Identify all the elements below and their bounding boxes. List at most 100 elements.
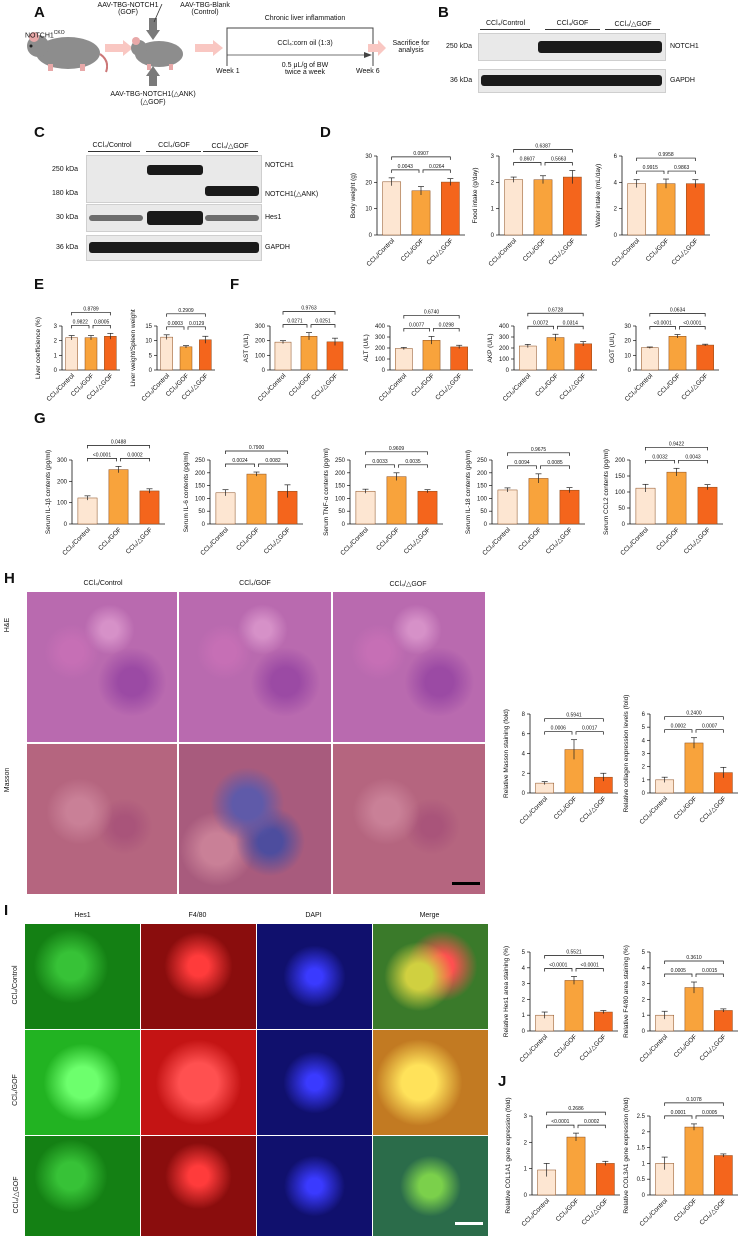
x-tick-label: CCl₄/Control <box>140 372 171 403</box>
panel-label-d: D <box>320 124 331 141</box>
chart-tnfa: 0 50 100 150 200 250 Serum TNF-α contents (pg/… <box>323 446 443 557</box>
y-tick-label: 1 <box>642 1161 646 1167</box>
y-tick-label: 8 <box>522 712 526 718</box>
bar <box>635 487 656 525</box>
bar <box>139 490 160 525</box>
y-tick-label: 300 <box>375 335 386 341</box>
sig-bracket-bc-label: <0.0001 <box>581 962 599 968</box>
chart-col3a1: 0 0.5 1 1.5 2 2.5 Relative COL3A1 gene express… <box>623 1097 738 1228</box>
y-tick-label: 150 <box>195 484 206 490</box>
x-tick-label: CCl₄/GOF <box>288 372 314 398</box>
if-col-2: DAPI <box>305 912 322 919</box>
x-tick-label: CCl₄/△GOF <box>698 1197 727 1226</box>
dank-vector-label: AAV-TBG-NOTCH1(△ANK) (△GOF) <box>110 91 196 106</box>
sig-bracket-ac <box>664 1102 724 1106</box>
y-tick-label: 10 <box>145 339 152 345</box>
chart-alt: 0 100 200 300 400 ALT (U/L) CCl₄/Control CCl₄/G… <box>363 309 473 403</box>
y-tick-label: 0 <box>614 233 618 239</box>
y-tick-label: 300 <box>57 458 68 464</box>
bar <box>685 183 705 236</box>
bar <box>326 341 344 371</box>
sig-bracket-ab-label: 0.0094 <box>514 460 530 466</box>
sig-bracket-bc <box>695 729 724 733</box>
y-tick-label: 100 <box>335 496 346 502</box>
bar <box>355 490 376 525</box>
x-tick-label: CCl₄/△GOF <box>698 1033 727 1062</box>
sig-bracket-ab <box>225 463 255 468</box>
sig-bracket-bc-label: 0.0002 <box>584 1119 600 1125</box>
sig-bracket-bc-label: 0.0314 <box>563 320 579 326</box>
sig-bracket-ab-label: 0.0077 <box>409 322 425 328</box>
sig-bracket-ac <box>664 960 724 965</box>
y-tick-label: 50 <box>338 509 345 515</box>
sig-bracket-bc-label: 0.0017 <box>582 726 598 732</box>
sig-bracket-ab-label: <0.0001 <box>551 1119 569 1125</box>
sig-bracket-ab-label: 0.0001 <box>671 1110 687 1116</box>
sig-bracket-ab <box>391 169 420 173</box>
if-f480-dgof <box>141 1136 256 1236</box>
y-axis-label: Serum IL-18 contents (pg/ml) <box>465 450 472 534</box>
chart-ast: 0 100 200 300 AST (U/L) CCl₄/Control CCl₄/GOFC… <box>243 306 348 403</box>
sig-bracket-ac <box>225 450 288 455</box>
sig-bracket-ac-label: 0.0634 <box>670 308 686 314</box>
blot-b-name-0: NOTCH1 <box>670 43 699 50</box>
if-dapi-gof <box>257 1030 372 1135</box>
sig-bracket-ac-label: 0.2400 <box>686 711 702 717</box>
bar <box>417 490 438 525</box>
bar <box>422 340 441 371</box>
panel-label-b: B <box>438 4 449 21</box>
panel-label-j: J <box>498 1073 507 1090</box>
bar <box>77 497 98 525</box>
x-tick-label: CCl₄/Control <box>378 372 409 403</box>
bar <box>668 336 687 371</box>
sig-bracket-ac-label: 0.0488 <box>111 439 127 445</box>
x-tick-label: CCl₄/Control <box>365 237 396 268</box>
blot-c-kda-1: 180 kDa <box>52 190 79 197</box>
chart-collagen: 0 1 2 3 4 5 6 Relative collagen expression leve… <box>623 695 738 826</box>
sig-bracket-ac <box>645 446 708 451</box>
y-axis-label: Relative collagen expression levels (fol… <box>623 695 630 813</box>
sig-bracket-ab-label: 0.0033 <box>372 459 388 465</box>
sig-bracket-ac <box>166 313 206 317</box>
blot-b-group-2: CCl₄/△GOF <box>614 21 652 28</box>
bar <box>697 486 718 525</box>
sig-bracket-ac <box>544 955 604 959</box>
chart-f480-area: 0 1 2 3 4 5 Relative F4/80 area staining (%) CC… <box>623 945 738 1064</box>
sig-bracket-bc <box>557 325 584 330</box>
bar <box>535 782 555 794</box>
y-axis-label: AST (U/L) <box>243 334 250 363</box>
x-tick-label: CCl₄/Control <box>199 526 230 557</box>
masson-image-dgof <box>333 744 485 894</box>
y-tick-label: 1 <box>522 1013 526 1019</box>
x-tick-label: CCl₄/△GOF <box>578 795 607 824</box>
sig-bracket-bc <box>544 162 573 166</box>
y-tick-label: 30 <box>365 154 372 160</box>
bar <box>386 476 407 525</box>
bar <box>528 478 549 525</box>
sig-bracket-ab-label: <0.0001 <box>549 962 567 968</box>
sig-bracket-ac <box>527 312 584 317</box>
bar <box>395 348 413 371</box>
sig-bracket-bc <box>398 464 428 468</box>
sig-bracket-ab-label: 0.0032 <box>652 454 668 460</box>
if-f480-control <box>141 924 256 1029</box>
if-hes1-gof <box>25 1030 140 1135</box>
y-tick-label: 3 <box>642 752 646 758</box>
x-tick-label: CCl₄/GOF <box>235 526 261 552</box>
bar <box>559 489 580 525</box>
bar <box>274 341 292 371</box>
mouse-label: NOTCH1CKO <box>25 30 65 40</box>
y-axis-label: AKP (U/L) <box>487 333 494 362</box>
y-tick-label: 3 <box>524 1114 528 1120</box>
sig-bracket-ac <box>87 445 150 449</box>
histology-row-0: H&E <box>4 617 11 633</box>
sig-bracket-ac-label: 0.5521 <box>566 949 582 955</box>
sig-bracket-bc-label: 0.0082 <box>265 458 281 464</box>
sig-bracket-ac-label: 0.6387 <box>535 143 551 149</box>
y-tick-label: 0 <box>491 233 495 239</box>
x-tick-label: CCl₄/△GOF <box>125 526 154 555</box>
mouse-icon <box>27 32 108 73</box>
gof-vector-label: AAV-TBG-NOTCH1 (GOF) <box>97 2 159 16</box>
sig-bracket-bc-label: <0.0001 <box>683 321 701 327</box>
histology-row-1: Masson <box>4 767 11 793</box>
